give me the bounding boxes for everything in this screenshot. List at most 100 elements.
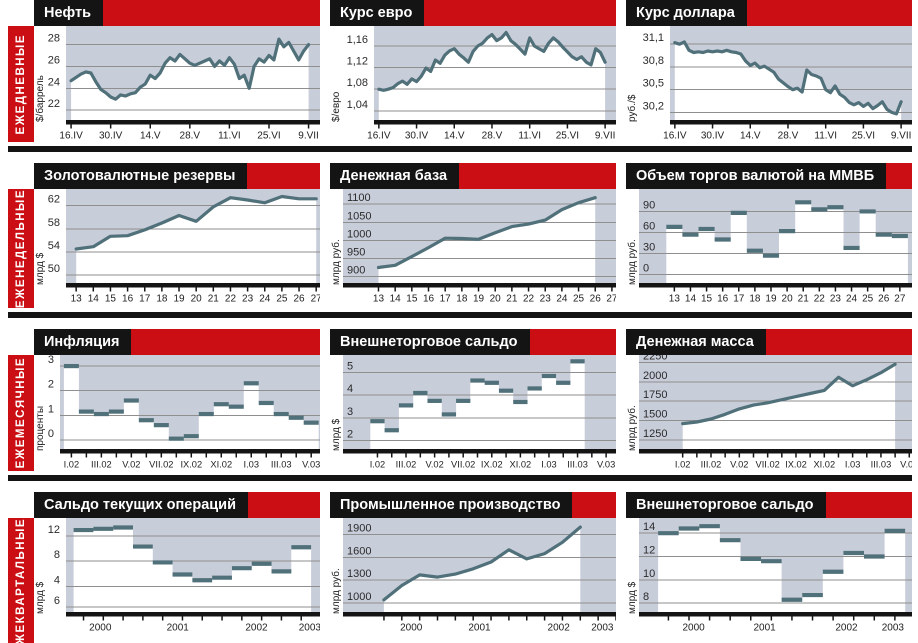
chart-plot: 3 2 1 0 I.02 III.02 V.02 VII.02 IX.02 XI.02 I.03 II… bbox=[35, 355, 320, 470]
chart-weekly-3: Объем торгов валютой на ММВБ 90 60 30 0 13 14 1… bbox=[626, 163, 912, 310]
x-tick-label: 14 bbox=[390, 294, 402, 305]
x-tick-label: 15 bbox=[701, 294, 713, 305]
chart-daily-3: Курс доллара 31,1 30,8 30,5 30,2 16.IV 30.IV 14… bbox=[626, 0, 912, 144]
x-tick-label: 20 bbox=[490, 294, 502, 305]
period-label: ЕЖЕМЕСЯЧНЫЕ bbox=[15, 357, 27, 469]
svg-text:2: 2 bbox=[347, 429, 353, 441]
axis-unit-label: млрд $ bbox=[35, 252, 46, 285]
period-label: ЕЖЕДНЕВНЫЕ bbox=[15, 33, 27, 135]
chart-title: Внешнеторговое сальдо bbox=[626, 492, 826, 519]
svg-text:12: 12 bbox=[643, 545, 655, 557]
x-tick-label: IX.02 bbox=[180, 460, 202, 470]
charts-board: ЕЖЕДНЕВНЫЕ Нефть 28 26 24 22 16.IV 30.IV 14.V 28.… bbox=[8, 0, 912, 643]
x-tick-label: 14 bbox=[685, 294, 697, 305]
svg-text:1900: 1900 bbox=[347, 523, 371, 535]
svg-text:6: 6 bbox=[54, 595, 60, 607]
x-tick-label: 28.V bbox=[778, 131, 799, 142]
row-divider-bar bbox=[8, 475, 912, 482]
svg-text:1000: 1000 bbox=[347, 591, 371, 603]
x-tick-label: 2000 bbox=[400, 623, 423, 634]
chart-title-bar: Инфляция bbox=[34, 329, 320, 356]
svg-text:30,2: 30,2 bbox=[643, 100, 664, 112]
chart-monthly-3: Денежная масса 2250 2000 1750 1500 1250 I.02 II… bbox=[626, 329, 912, 473]
chart-title-bar: Нефть bbox=[34, 0, 320, 26]
svg-text:60: 60 bbox=[643, 220, 655, 232]
x-tick-label: 26 bbox=[878, 294, 890, 305]
chart-weekly-1: Золотовалютные резервы 62 58 54 50 13 14 15 16 17… bbox=[34, 163, 320, 310]
chart-title-bar: Золотовалютные резервы bbox=[34, 163, 320, 189]
x-tick-label: 2000 bbox=[682, 623, 705, 634]
svg-text:54: 54 bbox=[48, 240, 60, 252]
x-tick-label: 11.VI bbox=[218, 131, 241, 142]
chart-title: Курс евро bbox=[330, 0, 425, 26]
chart-plot: 1100 1050 1000 950 900 13 14 15 16 17 18 19 20 21 22 23… bbox=[330, 189, 616, 305]
x-tick-label: 16.IV bbox=[663, 131, 687, 142]
x-tick-label: 30.IV bbox=[405, 131, 429, 142]
x-tick-label: 30.IV bbox=[701, 131, 725, 142]
svg-text:5: 5 bbox=[347, 361, 353, 373]
period-label: ЕЖЕКВАРТАЛЬНЫЕ bbox=[15, 518, 27, 643]
x-tick-label: V.03 bbox=[597, 460, 615, 470]
period-sidebar: ЕЖЕНЕДЕЛЬНЫЕ bbox=[8, 163, 34, 310]
x-tick-label: I.03 bbox=[845, 460, 861, 470]
x-tick-label: 19 bbox=[173, 294, 185, 305]
chart-title: Промышленное производство bbox=[330, 492, 573, 519]
svg-text:14: 14 bbox=[643, 521, 655, 533]
axis-unit-label: млрд руб. bbox=[626, 405, 638, 451]
x-tick-label: 22 bbox=[523, 294, 535, 305]
x-tick-label: 2003 bbox=[299, 623, 320, 634]
axis-unit-label: млрд руб. bbox=[330, 568, 342, 614]
chart-title-bar: Курс евро bbox=[330, 0, 616, 26]
svg-text:1,16: 1,16 bbox=[347, 34, 368, 46]
chart-title-bar: Промышленное производство bbox=[330, 492, 616, 519]
x-tick-label: I.03 bbox=[243, 460, 259, 470]
chart-title: Курс доллара bbox=[626, 0, 747, 26]
x-tick-label: 17 bbox=[440, 294, 452, 305]
x-tick-label: 9.VII bbox=[891, 131, 912, 142]
x-tick-label: 19 bbox=[473, 294, 485, 305]
x-tick-label: 25 bbox=[276, 294, 288, 305]
x-tick-label: 28.V bbox=[482, 131, 503, 142]
svg-text:2: 2 bbox=[48, 379, 54, 391]
x-tick-label: 13 bbox=[669, 294, 681, 305]
x-tick-label: 15 bbox=[406, 294, 418, 305]
chart-plot: 62 58 54 50 13 14 15 16 17 18 19 20 21 22 23 24 25 26 27 мл… bbox=[35, 189, 320, 305]
x-tick-label: 18 bbox=[456, 294, 468, 305]
x-tick-label: 14.V bbox=[740, 131, 761, 142]
svg-text:31,1: 31,1 bbox=[643, 32, 664, 44]
x-tick-label: VII.02 bbox=[451, 460, 475, 470]
axis-unit-label: млрд руб. bbox=[626, 239, 638, 285]
x-tick-label: XI.02 bbox=[510, 460, 532, 470]
svg-text:30: 30 bbox=[643, 242, 655, 254]
x-tick-label: III.03 bbox=[271, 460, 292, 470]
chart-title: Денежная масса bbox=[626, 329, 766, 356]
x-tick-label: 11.VI bbox=[814, 131, 837, 142]
svg-text:3: 3 bbox=[48, 355, 54, 366]
x-tick-label: 21 bbox=[506, 294, 518, 305]
x-tick-label: 23 bbox=[540, 294, 552, 305]
x-tick-label: 26 bbox=[293, 294, 305, 305]
svg-text:10: 10 bbox=[643, 568, 655, 580]
chart-plot: 2250 2000 1750 1500 1250 I.02 III.02 V.02 VII.02… bbox=[626, 355, 912, 470]
x-tick-label: 13 bbox=[71, 294, 83, 305]
axis-unit-label: $/евро bbox=[331, 91, 342, 122]
x-tick-label: 16 bbox=[423, 294, 435, 305]
chart-monthly-2: Внешнеторговое сальдо 5 4 3 2 I.02 III.02 V.02 V… bbox=[330, 329, 616, 473]
svg-text:4: 4 bbox=[347, 383, 353, 395]
chart-title-bar: Внешнеторговое сальдо bbox=[330, 329, 616, 356]
svg-text:1300: 1300 bbox=[347, 568, 371, 580]
svg-text:24: 24 bbox=[48, 76, 60, 88]
chart-title: Внешнеторговое сальдо bbox=[330, 329, 530, 356]
x-tick-label: 16.IV bbox=[367, 131, 391, 142]
axis-unit-label: руб./$ bbox=[626, 94, 638, 122]
x-tick-label: III.02 bbox=[701, 460, 722, 470]
x-tick-label: 2003 bbox=[882, 623, 905, 634]
x-tick-label: 23 bbox=[830, 294, 842, 305]
x-tick-label: 23 bbox=[242, 294, 254, 305]
x-tick-label: 16.IV bbox=[59, 131, 83, 142]
x-tick-label: 2001 bbox=[468, 623, 491, 634]
row-divider-bar bbox=[8, 312, 912, 319]
svg-text:1100: 1100 bbox=[347, 192, 371, 204]
row-daily: ЕЖЕДНЕВНЫЕ Нефть 28 26 24 22 16.IV 30.IV 14.V 28.… bbox=[8, 0, 912, 152]
axis-unit-label: $/баррель bbox=[34, 75, 46, 122]
